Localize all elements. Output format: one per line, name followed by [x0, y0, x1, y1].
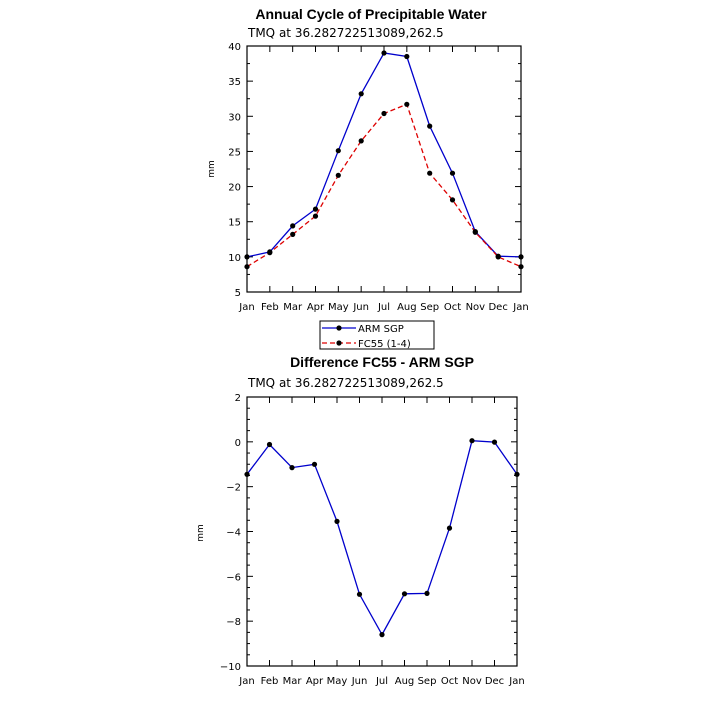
data-point — [381, 110, 387, 117]
data-point — [449, 170, 456, 176]
data-point — [334, 518, 340, 525]
x-tick-label: May — [327, 676, 348, 687]
data-point — [401, 591, 408, 597]
data-point — [427, 123, 433, 129]
data-point — [335, 148, 341, 154]
data-point — [244, 264, 250, 270]
x-tick-label: Aug — [395, 676, 415, 687]
y-tick-label: −2 — [226, 483, 241, 494]
data-point — [244, 471, 250, 477]
x-tick-label: Jul — [377, 302, 390, 313]
x-tick-label: Dec — [488, 302, 507, 313]
data-point — [427, 170, 433, 176]
data-point — [244, 254, 250, 260]
x-tick-label: Feb — [261, 302, 279, 313]
y-tick-label: 5 — [235, 288, 241, 299]
data-point — [379, 632, 385, 638]
data-point — [518, 264, 524, 270]
data-point — [381, 50, 387, 56]
data-point — [358, 91, 364, 97]
x-tick-label: Jan — [512, 302, 528, 313]
x-tick-label: Sep — [420, 302, 439, 313]
series-line-0-0 — [246, 52, 522, 258]
x-tick-label: Apr — [306, 676, 324, 687]
precipitable-water-chart: Annual Cycle of Precipitable Water TMQ a… — [207, 6, 529, 313]
data-point — [514, 471, 520, 477]
data-point — [469, 438, 475, 444]
data-point — [518, 254, 524, 260]
data-point — [266, 441, 273, 448]
y-tick-label: 40 — [228, 42, 241, 53]
legend-marker-arm-sgp — [336, 325, 342, 331]
y-axis-label: mm — [207, 160, 217, 178]
y-tick-label: 2 — [235, 393, 241, 404]
legend-label-arm-sgp: ARM SGP — [358, 324, 404, 335]
x-tick-label: Oct — [444, 302, 461, 313]
x-tick-label: Jun — [351, 676, 368, 687]
y-axis-label: mm — [196, 524, 206, 542]
data-point — [491, 439, 498, 445]
chart-title: Annual Cycle of Precipitable Water — [255, 6, 487, 22]
data-point — [267, 250, 273, 256]
data-point — [446, 525, 453, 531]
x-tick-label: Feb — [261, 676, 279, 687]
y-tick-label: 10 — [228, 253, 241, 264]
data-point — [495, 254, 501, 260]
data-point — [424, 590, 430, 597]
difference-chart: Difference FC55 - ARM SGP TMQ at 36.2827… — [196, 354, 525, 687]
y-tick-label: 15 — [228, 218, 241, 229]
legend: ARM SGP FC55 (1-4) — [319, 320, 435, 350]
data-point — [289, 465, 295, 471]
data-point — [358, 138, 364, 144]
data-point — [290, 231, 296, 237]
x-tick-label: Sep — [418, 676, 437, 687]
plot-frame — [246, 396, 518, 667]
data-point — [404, 101, 410, 107]
y-tick-label: −10 — [220, 662, 241, 673]
x-tick-label: Aug — [397, 302, 417, 313]
x-tick-label: Jul — [375, 676, 388, 687]
y-tick-label: 20 — [228, 183, 241, 194]
y-tick-label: 0 — [235, 438, 241, 449]
y-tick-label: 35 — [228, 77, 241, 88]
plot-frame — [246, 45, 522, 293]
x-tick-label: Jun — [352, 302, 369, 313]
x-tick-label: Dec — [485, 676, 504, 687]
x-tick-label: Nov — [466, 302, 486, 313]
x-tick-label: Mar — [283, 676, 303, 687]
chart-title: Difference FC55 - ARM SGP — [290, 354, 474, 370]
y-tick-label: −6 — [226, 572, 241, 583]
legend-marker-fc55 — [336, 340, 342, 346]
x-tick-label: Nov — [462, 676, 482, 687]
series-line-1-0 — [246, 440, 518, 636]
chart-subtitle: TMQ at 36.282722513089,262.5 — [247, 26, 444, 40]
series-line-0-1 — [246, 103, 522, 268]
data-point — [356, 591, 363, 597]
x-tick-label: May — [328, 302, 349, 313]
x-tick-label: Jan — [238, 302, 254, 313]
x-tick-label: Jan — [238, 676, 254, 687]
x-tick-label: Apr — [307, 302, 325, 313]
x-tick-label: Jan — [508, 676, 524, 687]
data-point — [290, 223, 296, 229]
y-tick-label: −8 — [226, 617, 241, 628]
data-point — [312, 213, 319, 219]
y-tick-label: 25 — [228, 147, 241, 158]
chart-subtitle: TMQ at 36.282722513089,262.5 — [247, 376, 444, 390]
data-point — [312, 206, 319, 212]
x-tick-label: Mar — [283, 302, 303, 313]
data-point — [335, 172, 341, 178]
x-tick-label: Oct — [441, 676, 458, 687]
data-point — [449, 197, 456, 203]
data-point — [311, 461, 318, 467]
y-tick-label: 30 — [228, 112, 241, 123]
y-tick-label: −4 — [226, 528, 241, 539]
data-point — [404, 53, 410, 60]
data-point — [472, 229, 478, 235]
legend-label-fc55: FC55 (1-4) — [358, 339, 411, 350]
